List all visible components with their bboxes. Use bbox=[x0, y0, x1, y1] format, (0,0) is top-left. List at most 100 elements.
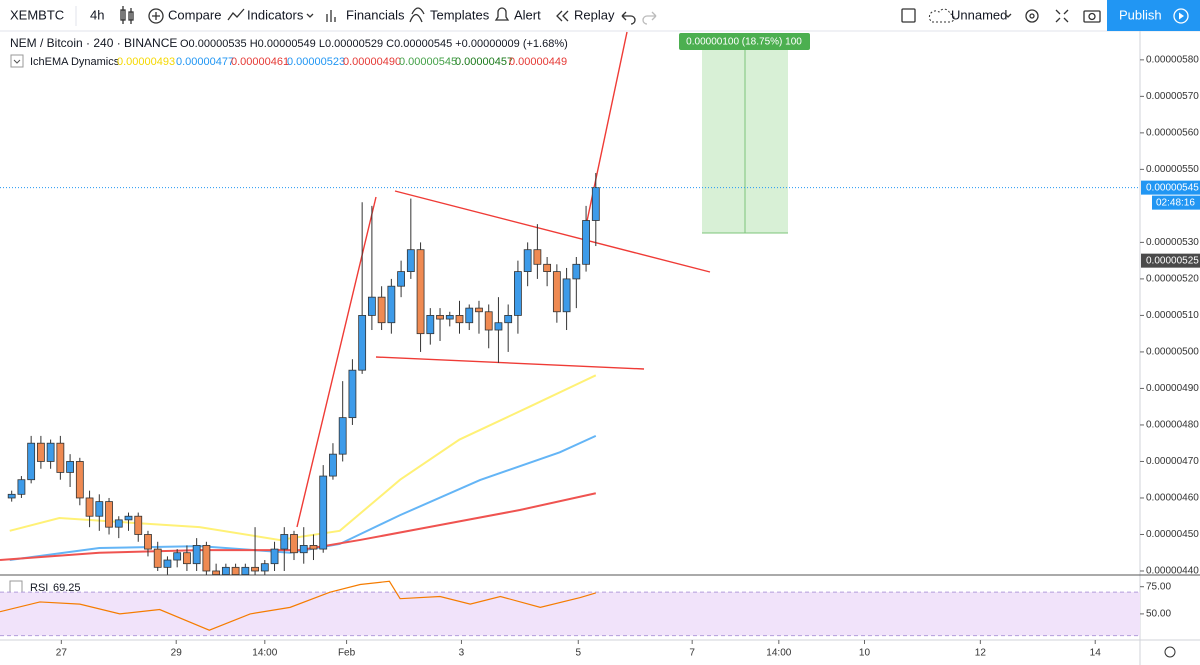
candle-body bbox=[290, 534, 298, 554]
x-tick-label: Feb bbox=[338, 648, 356, 659]
trend-lines bbox=[296, 31, 711, 528]
symbol[interactable]: XEMBTC bbox=[10, 7, 64, 22]
position-label-box bbox=[679, 33, 810, 50]
templates-icon[interactable] bbox=[409, 7, 425, 23]
candle-body bbox=[183, 552, 191, 565]
candle-body bbox=[582, 220, 590, 265]
candle-body bbox=[241, 566, 250, 575]
settings-icon-core bbox=[1029, 13, 1035, 19]
candle-body bbox=[66, 461, 74, 473]
compare-icon[interactable] bbox=[148, 8, 164, 24]
x-tick-label: 29 bbox=[171, 648, 183, 659]
legend-toggle[interactable] bbox=[9, 580, 23, 594]
toolbar-item[interactable]: Financials bbox=[346, 7, 405, 22]
settings-icon[interactable] bbox=[1025, 9, 1039, 23]
replay-icon[interactable] bbox=[556, 10, 569, 22]
checkbox-icon[interactable] bbox=[901, 8, 916, 23]
legend-toggle-arrow bbox=[13, 59, 21, 64]
price-tag-label: 0.00000525 bbox=[1146, 255, 1199, 266]
chart-type-icon[interactable] bbox=[120, 6, 134, 24]
position-label: 0.00000100 (18.75%) 100 bbox=[686, 37, 802, 48]
x-tick-label: 14:00 bbox=[252, 648, 277, 659]
undo-icon[interactable] bbox=[621, 11, 636, 25]
candle-body bbox=[202, 545, 211, 572]
y-tick-label: 0.00000500 bbox=[1146, 347, 1199, 358]
candle-body bbox=[436, 315, 444, 320]
toolbar-item[interactable]: Indicators bbox=[247, 7, 304, 22]
indicator-value: 0.00000461 bbox=[231, 56, 289, 68]
candle-body bbox=[36, 442, 45, 462]
candle-body bbox=[572, 263, 581, 280]
publish-play-icon[interactable] bbox=[1173, 8, 1189, 24]
financials-icon[interactable] bbox=[326, 10, 336, 22]
dropdown-icon[interactable] bbox=[306, 13, 314, 18]
interval[interactable]: 4h bbox=[90, 7, 104, 22]
candle-body bbox=[280, 534, 289, 550]
candle-body bbox=[475, 307, 483, 313]
toolbar-item[interactable]: Replay bbox=[574, 7, 615, 22]
candle-body bbox=[153, 548, 162, 568]
candle-body bbox=[397, 271, 405, 287]
y-tick-label: 0.00000470 bbox=[1146, 456, 1199, 467]
candle-body bbox=[309, 545, 318, 550]
redo-icon[interactable] bbox=[642, 11, 657, 25]
ema-line bbox=[0, 492, 597, 562]
dropdown-icon[interactable] bbox=[1004, 13, 1012, 18]
toolbar bbox=[0, 0, 1200, 31]
y-tick-label: 0.00000480 bbox=[1146, 420, 1199, 431]
candle-body bbox=[221, 566, 230, 575]
indicator-value: 0.00000490 bbox=[343, 56, 401, 68]
candle-body bbox=[46, 442, 55, 462]
toolbar-item[interactable]: Templates bbox=[430, 7, 490, 22]
candle-body bbox=[299, 545, 308, 554]
candle-body bbox=[144, 534, 152, 550]
trend-line[interactable] bbox=[394, 190, 711, 273]
candle-body bbox=[105, 501, 113, 528]
price-tag-label: 0.00000545 bbox=[1146, 182, 1199, 193]
price-tag bbox=[1141, 253, 1200, 268]
y-tick-label: 0.00000530 bbox=[1146, 237, 1199, 248]
rsi-line bbox=[0, 580, 596, 631]
publish-button[interactable] bbox=[1107, 0, 1200, 31]
layout-name[interactable]: Unnamed bbox=[951, 7, 1007, 22]
candle-body bbox=[445, 315, 454, 320]
trend-line[interactable] bbox=[375, 356, 645, 370]
snapshot-icon[interactable] bbox=[1083, 10, 1101, 23]
y-tick-label: 0.00000510 bbox=[1146, 310, 1199, 321]
candle-body bbox=[533, 249, 542, 265]
candle-body bbox=[114, 519, 123, 528]
candle-body bbox=[85, 497, 94, 517]
toolbar-item[interactable]: Alert bbox=[514, 7, 541, 22]
indicators-icon[interactable] bbox=[227, 8, 245, 21]
rsi-pane bbox=[0, 580, 1140, 637]
trend-line[interactable] bbox=[296, 196, 377, 528]
rsi-band bbox=[0, 592, 1140, 636]
countdown-box bbox=[1152, 195, 1200, 210]
candle-body bbox=[484, 311, 493, 331]
candle-body bbox=[260, 563, 269, 572]
alert-icon[interactable] bbox=[494, 7, 510, 21]
plot-area bbox=[0, 173, 1140, 575]
axis-settings-icon[interactable] bbox=[1164, 646, 1176, 658]
y-tick-label: 0.00000580 bbox=[1146, 54, 1199, 65]
x-tick-label: 5 bbox=[575, 648, 581, 659]
legend-toggle[interactable] bbox=[10, 54, 24, 68]
candle-body bbox=[251, 566, 259, 572]
candle-body bbox=[231, 566, 240, 575]
fullscreen-icon[interactable] bbox=[1055, 9, 1069, 23]
trend-line[interactable] bbox=[582, 31, 628, 241]
toolbar-item[interactable]: Compare bbox=[168, 7, 221, 22]
y-tick-label: 0.00000560 bbox=[1146, 128, 1199, 139]
candle-body bbox=[7, 493, 16, 499]
candle-body bbox=[124, 515, 133, 521]
candle-body bbox=[27, 442, 36, 481]
candle-body bbox=[504, 315, 513, 324]
x-tick-label: 14 bbox=[1090, 648, 1102, 659]
x-tick-label: 3 bbox=[459, 648, 465, 659]
candle-body bbox=[212, 570, 221, 575]
publish-label[interactable]: Publish bbox=[1119, 7, 1162, 22]
compare-plus bbox=[152, 12, 160, 20]
price-tag bbox=[1141, 180, 1200, 195]
symbol-title: NEM / Bitcoin · 240 · BINANCE bbox=[10, 36, 177, 50]
candle-body bbox=[406, 249, 415, 273]
